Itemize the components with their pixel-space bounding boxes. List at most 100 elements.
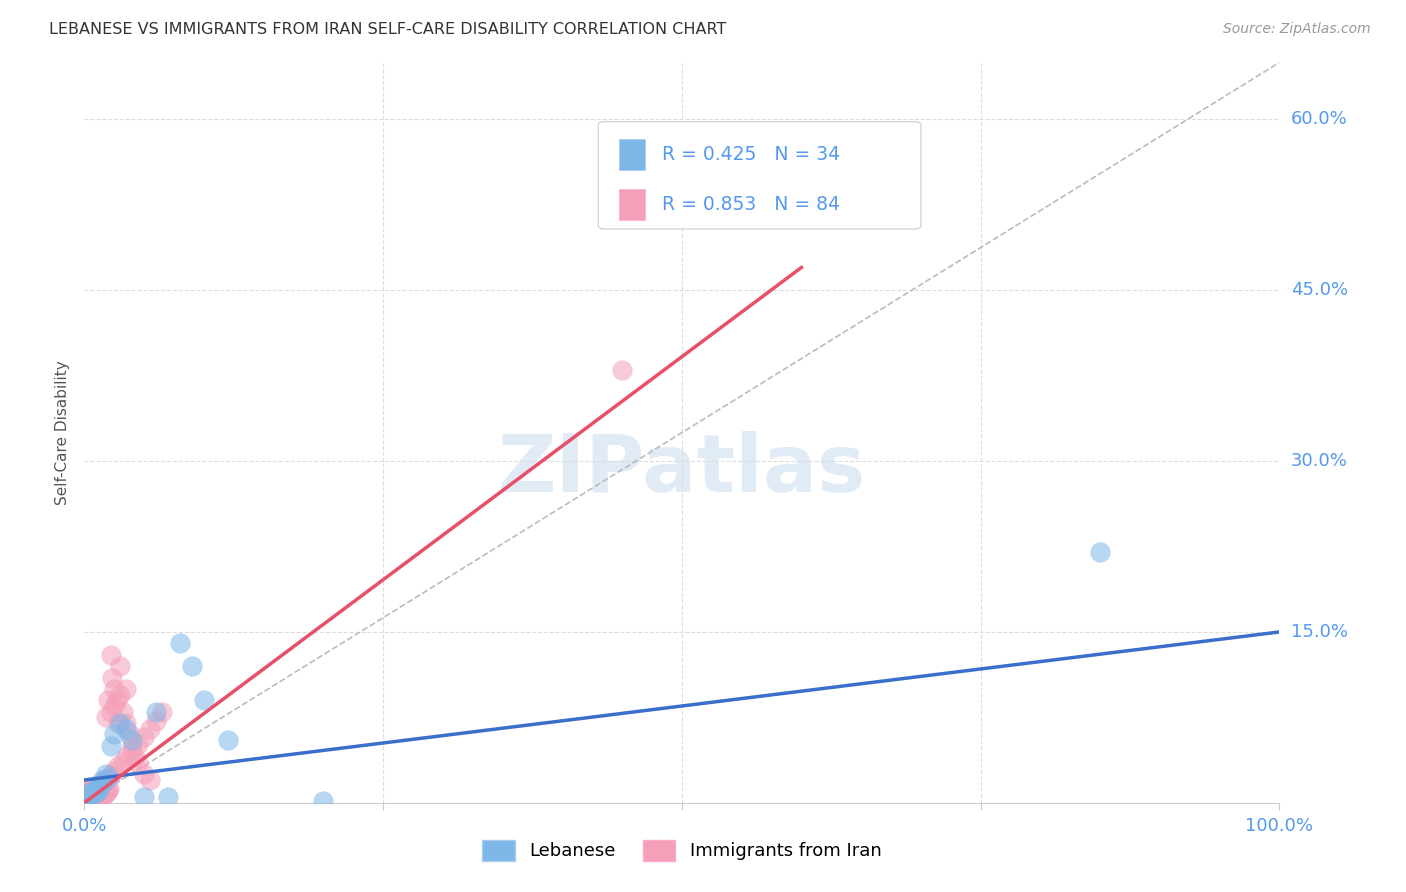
FancyBboxPatch shape [599, 121, 921, 229]
Point [77, 784, 100, 798]
Point [76, 789, 98, 803]
Point [117, 749, 139, 764]
Point [98, 782, 121, 797]
Point [86, 782, 108, 797]
Point [77, 788, 100, 802]
Point [132, 790, 156, 805]
Point [75, 792, 97, 806]
Point [87, 780, 110, 795]
Point [101, 671, 124, 685]
Point [79, 788, 101, 802]
Point [124, 750, 146, 764]
Point [82, 787, 104, 801]
Point [181, 659, 204, 673]
Point [1090, 545, 1112, 559]
Point [127, 756, 149, 770]
Y-axis label: Self-Care Disability: Self-Care Disability [55, 360, 70, 505]
Point [100, 705, 122, 719]
Point [80, 788, 103, 802]
Point [79, 787, 101, 801]
Point [100, 648, 122, 662]
Point [145, 705, 167, 719]
Point [121, 739, 143, 753]
Point [132, 730, 156, 744]
Point [86, 784, 108, 798]
Point [82, 784, 104, 798]
Point [103, 727, 125, 741]
Point [87, 780, 110, 795]
Point [110, 688, 132, 702]
Point [84, 784, 107, 798]
Point [83, 784, 105, 798]
Point [103, 698, 125, 713]
Point [77, 790, 100, 805]
Point [80, 786, 103, 800]
Point [110, 659, 132, 673]
Point [77, 789, 100, 803]
Point [83, 782, 105, 797]
Point [96, 772, 118, 786]
Text: 60.0%: 60.0% [1291, 111, 1347, 128]
Point [83, 783, 105, 797]
Legend: Lebanese, Immigrants from Iran: Lebanese, Immigrants from Iran [475, 832, 889, 868]
Point [94, 786, 117, 800]
Point [97, 783, 120, 797]
Point [115, 716, 138, 731]
Point [96, 784, 118, 798]
Point [100, 739, 122, 753]
Text: 45.0%: 45.0% [1291, 281, 1348, 299]
Point [111, 705, 134, 719]
Point [84, 780, 107, 795]
Point [77, 787, 100, 801]
Point [217, 733, 239, 747]
Point [79, 782, 101, 797]
Point [76, 786, 98, 800]
Point [150, 705, 173, 719]
Point [139, 722, 162, 736]
Point [91, 776, 114, 790]
Point [110, 716, 132, 731]
Point [91, 772, 114, 787]
Point [121, 743, 143, 757]
Point [94, 710, 117, 724]
Point [75, 790, 97, 805]
Point [87, 788, 110, 802]
Point [612, 363, 634, 377]
Point [93, 774, 115, 789]
Point [132, 767, 156, 781]
Text: Source: ZipAtlas.com: Source: ZipAtlas.com [1223, 22, 1371, 37]
Point [89, 779, 111, 793]
Point [82, 786, 104, 800]
Point [115, 722, 138, 736]
Text: 15.0%: 15.0% [1291, 623, 1347, 641]
Point [89, 780, 111, 794]
Point [115, 681, 138, 696]
Point [86, 782, 108, 797]
Point [82, 783, 104, 797]
Point [97, 693, 120, 707]
Point [121, 733, 143, 747]
Point [89, 779, 111, 793]
Point [94, 767, 117, 781]
Point [84, 787, 107, 801]
Point [127, 737, 149, 751]
Text: R = 0.853   N = 84: R = 0.853 N = 84 [662, 194, 839, 213]
Point [100, 768, 122, 782]
Point [139, 772, 162, 787]
Point [79, 786, 101, 800]
Point [76, 788, 98, 802]
Point [93, 788, 115, 802]
Point [86, 783, 108, 797]
Point [75, 787, 97, 801]
Point [77, 787, 100, 801]
Point [76, 791, 98, 805]
Point [93, 775, 115, 789]
Point [76, 790, 98, 805]
Point [105, 693, 128, 707]
Point [77, 783, 100, 797]
Point [157, 790, 180, 805]
Point [79, 789, 101, 803]
Point [193, 693, 215, 707]
Point [103, 764, 125, 778]
Text: LEBANESE VS IMMIGRANTS FROM IRAN SELF-CARE DISABILITY CORRELATION CHART: LEBANESE VS IMMIGRANTS FROM IRAN SELF-CA… [49, 22, 727, 37]
